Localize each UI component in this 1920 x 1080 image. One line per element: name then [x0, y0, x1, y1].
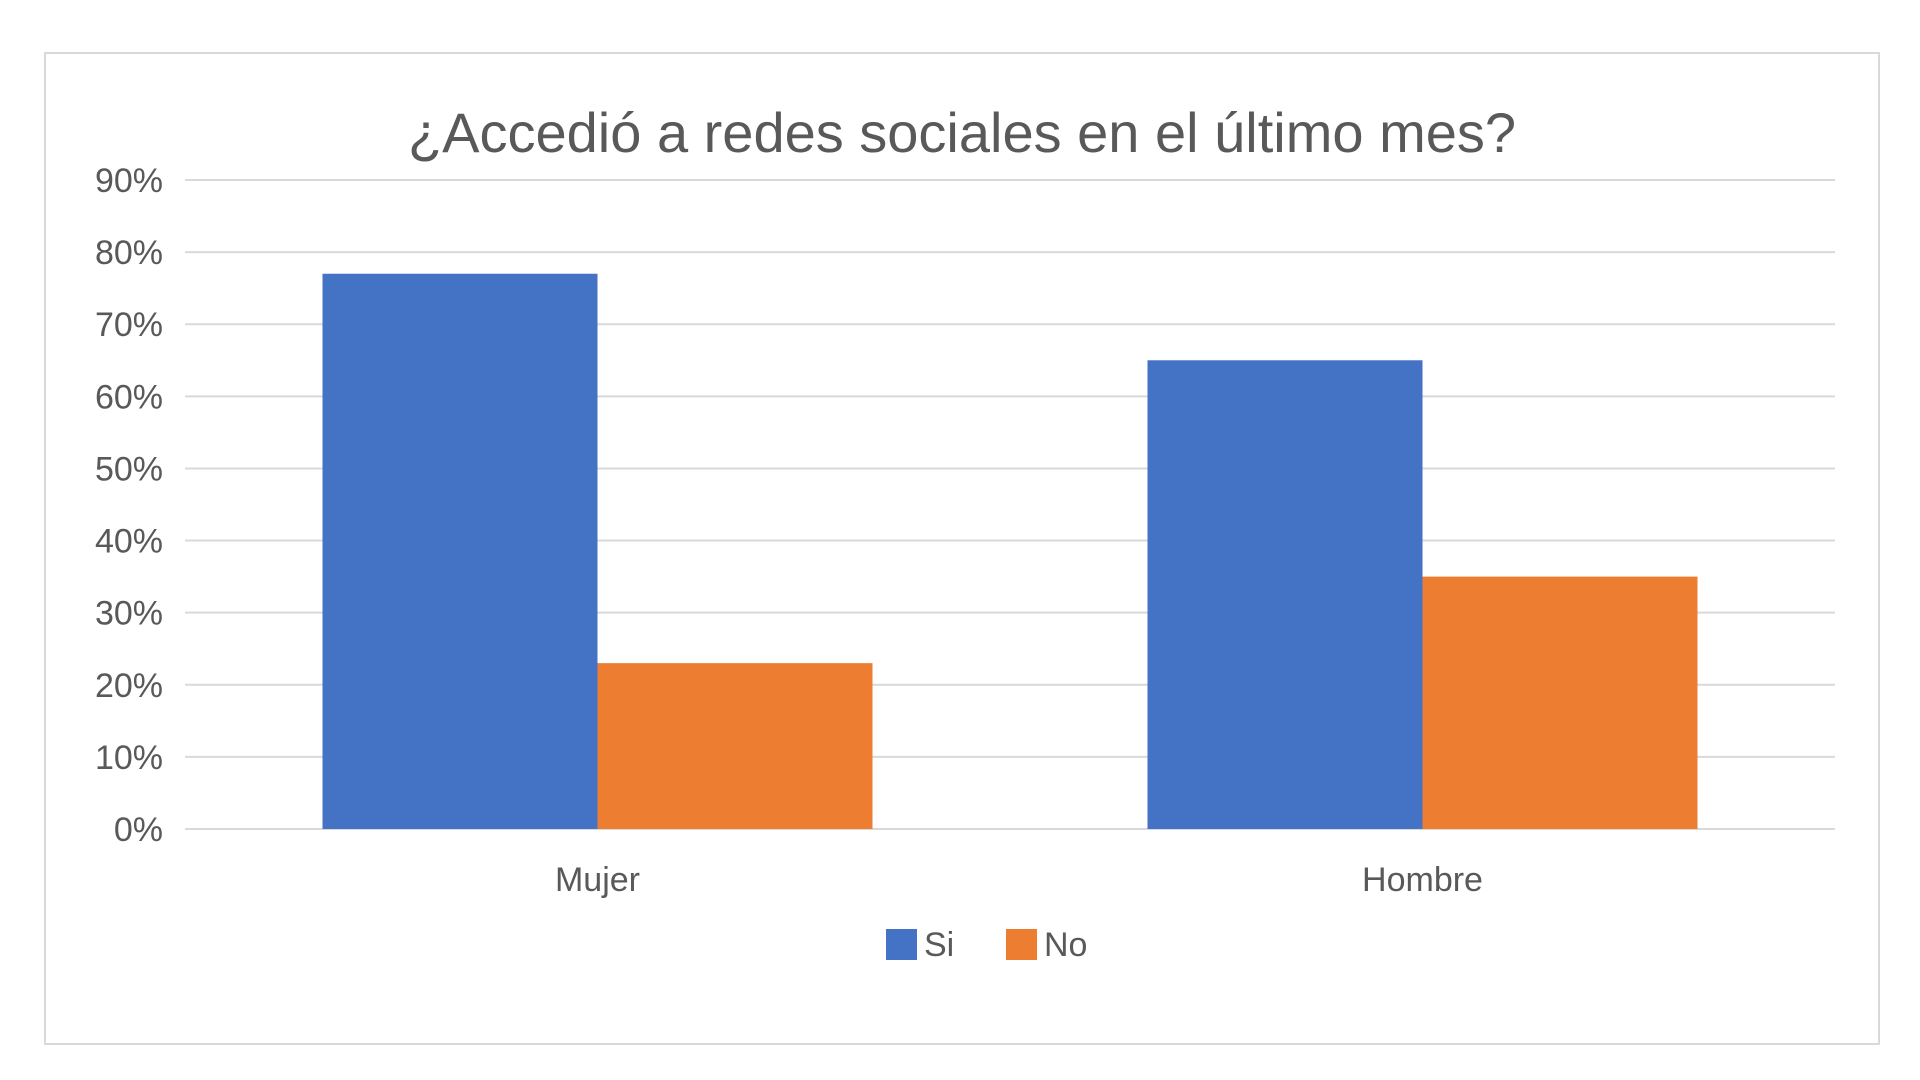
bar-no-mujer [597, 663, 873, 829]
y-tick-label: 0% [114, 811, 163, 849]
y-tick-label: 90% [95, 162, 163, 200]
x-category-label: Hombre [1362, 861, 1483, 899]
y-tick-label: 10% [95, 739, 163, 777]
y-tick-label: 60% [95, 378, 163, 416]
bar-si-hombre [1147, 360, 1423, 829]
chart-svg: ¿Accedió a redes sociales en el último m… [95, 101, 1835, 964]
y-tick-label: 70% [95, 306, 163, 344]
bars [322, 273, 1698, 829]
y-tick-label: 40% [95, 523, 163, 561]
y-tick-label: 30% [95, 595, 163, 633]
y-tick-label: 50% [95, 450, 163, 488]
chart-frame: ¿Accedió a redes sociales en el último m… [44, 52, 1880, 1045]
bar-si-mujer [322, 273, 598, 829]
legend: Si No [886, 926, 1087, 964]
x-axis-categories: Mujer Hombre [555, 861, 1483, 899]
legend-label-no: No [1044, 926, 1087, 964]
legend-swatch-no [1006, 929, 1037, 960]
bar-no-hombre [1422, 576, 1698, 829]
legend-label-si: Si [924, 926, 954, 964]
y-tick-label: 80% [95, 234, 163, 272]
legend-swatch-si [886, 929, 917, 960]
x-category-label: Mujer [555, 861, 640, 899]
chart-title: ¿Accedió a redes sociales en el último m… [408, 101, 1516, 164]
y-axis-ticks: 0% 10% 20% 30% 40% 50% 60% 70% 80% 90% [95, 162, 163, 849]
y-tick-label: 20% [95, 667, 163, 705]
